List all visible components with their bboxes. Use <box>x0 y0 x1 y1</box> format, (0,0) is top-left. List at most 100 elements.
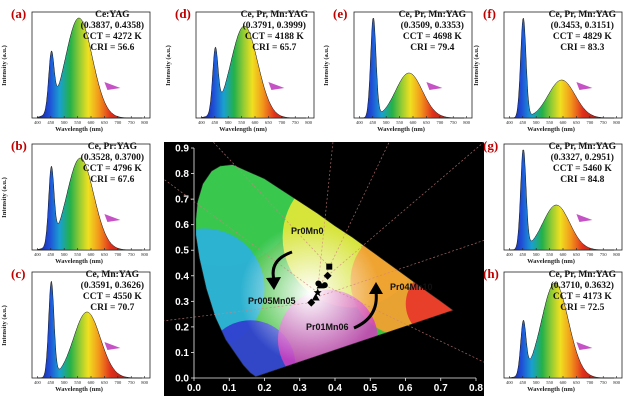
x-tick-label: 750 <box>600 120 608 125</box>
x-tick-label: 450 <box>519 252 527 257</box>
x-tick-label: 0.1 <box>222 383 236 394</box>
x-axis-label: Wavelength (nm) <box>527 258 575 265</box>
y-tick-label: 0.1 <box>175 348 189 359</box>
panel-info: Ce, Pr, Mn:YAG (0.3710, 0.3632) CCT = 4173… <box>549 270 616 314</box>
marker-arrow <box>576 82 593 90</box>
x-tick-label: 800 <box>141 120 149 125</box>
x-tick-label: 0.3 <box>293 383 307 394</box>
spectral-locus <box>195 164 454 378</box>
leader-line <box>324 284 495 368</box>
info-line: Ce, Mn:YAG <box>85 270 140 280</box>
info-line: (0.3837, 0.4358) <box>80 21 144 31</box>
leader-line <box>327 141 485 277</box>
trend-arrow-right <box>353 291 378 330</box>
panel-label: (d) <box>175 6 191 21</box>
marker-arrow <box>104 82 121 90</box>
info-line: CCT = 4829 K <box>552 32 612 42</box>
cie-svg: 0.0 0.1 0.2 0.3 0.4 0.5 0.6 0.7 0.8 0.0 0.1 0.2 0.3 0… <box>153 131 495 394</box>
x-tick-label: 600 <box>560 252 568 257</box>
x-tick-label: 450 <box>519 380 527 385</box>
info-line: CCT = 5460 K <box>552 164 612 174</box>
y-axis-label: Intensity (a.u.) <box>0 305 8 346</box>
info-line: CRI = 79.4 <box>410 43 455 53</box>
x-tick-label: 450 <box>211 120 219 125</box>
info-line: CRI = 72.5 <box>560 303 605 313</box>
x-tick-label: 650 <box>573 120 581 125</box>
x-tick-label: 0.8 <box>469 383 483 394</box>
data-point <box>321 282 328 289</box>
trend-arrowhead-left <box>266 277 281 290</box>
x-tick-label: 700 <box>114 252 122 257</box>
spectrum-svg: 400 450 500 550 600 650 700 750 800 <box>503 143 623 257</box>
cie-color-gamut <box>195 164 454 377</box>
marker-arrow <box>268 82 285 90</box>
x-tick-label: 400 <box>506 120 514 125</box>
y-tick-label: 0.4 <box>175 271 189 282</box>
y-tick-label: 0.7 <box>175 195 189 206</box>
y-tick-label: 0.2 <box>175 322 189 333</box>
x-tick-label: 600 <box>252 120 260 125</box>
x-tick-label: 600 <box>88 120 96 125</box>
x-tick-label: 650 <box>101 252 109 257</box>
x-tick-label: 550 <box>546 380 554 385</box>
panel-info: Ce, Pr, Mn:YAG (0.3453, 0.3151) CCT = 4829… <box>549 10 616 54</box>
x-tick-label: 550 <box>546 252 554 257</box>
info-line: (0.3591, 0.3626) <box>80 281 144 291</box>
info-line: (0.3791, 0.3999) <box>242 21 306 31</box>
info-line: (0.3327, 0.2951) <box>550 153 614 163</box>
trend-arrow-left <box>271 250 293 281</box>
spectrum-curve <box>509 149 614 251</box>
x-tick-label: 450 <box>47 120 55 125</box>
info-line: CRI = 84.8 <box>560 175 605 185</box>
panel-label: (g) <box>483 138 499 153</box>
x-tick-label: 450 <box>47 252 55 257</box>
info-line: (0.3710, 0.3632) <box>550 281 614 291</box>
x-tick-label: 650 <box>265 120 273 125</box>
x-axis-label: Wavelength (nm) <box>55 386 103 393</box>
y-axis-label: Intensity (a.u.) <box>0 45 8 86</box>
spectrum-curve <box>37 157 142 251</box>
spectrum-panel-g: 400 450 500 550 600 650 700 750 800 (g) Ce, Pr, Mn… <box>473 136 628 268</box>
x-tick-label: 500 <box>533 252 541 257</box>
cie-label-pr0mn0: Pr0Mn0 <box>291 226 324 236</box>
marker-arrow <box>104 214 121 222</box>
y-tick-label: 0.9 <box>175 144 189 155</box>
x-tick-label: 550 <box>546 120 554 125</box>
spectrum-panel-c: 400 450 500 550 600 650 700 750 800 (c) Ce, Mn:YAG… <box>0 264 156 396</box>
x-axis-label: Wavelength (nm) <box>377 126 425 133</box>
spectrum-svg: 400 450 500 550 600 650 700 750 800 <box>195 11 315 125</box>
x-axis-label: Wavelength (nm) <box>55 126 103 133</box>
spectrum-svg: 400 450 500 550 600 650 700 750 800 <box>503 11 623 125</box>
leader-line <box>153 171 318 293</box>
x-tick-label: 800 <box>305 120 313 125</box>
spectrum-panel-e: 400 450 500 550 600 650 700 750 800 (e) Ce, Pr, Mn… <box>323 4 478 136</box>
x-tick-label: 0.5 <box>363 383 377 394</box>
x-tick-label: 400 <box>356 120 364 125</box>
spectrum-panel-d: 400 450 500 550 600 650 700 750 800 (d) Ce, Pr, Mn… <box>165 4 320 136</box>
info-line: Ce, Pr, Mn:YAG <box>548 270 616 280</box>
x-tick-label: 650 <box>101 120 109 125</box>
info-line: CRI = 65.7 <box>252 43 297 53</box>
spectrum-curve <box>37 280 142 379</box>
x-tick-label: 450 <box>47 380 55 385</box>
x-tick-label: 0.4 <box>328 383 342 394</box>
x-tick-label: 650 <box>101 380 109 385</box>
panel-label: (c) <box>11 266 26 281</box>
info-line: (0.3509, 0.3353) <box>400 21 464 31</box>
x-tick-label: 700 <box>586 252 594 257</box>
x-tick-label: 600 <box>88 380 96 385</box>
info-line: CCT = 4698 K <box>402 32 462 42</box>
x-tick-label: 400 <box>506 380 514 385</box>
x-tick-label: 450 <box>369 120 377 125</box>
y-tick-label: 0.5 <box>175 246 189 257</box>
x-tick-label: 600 <box>88 252 96 257</box>
x-tick-label: 400 <box>506 252 514 257</box>
info-line: CRI = 67.6 <box>90 175 135 185</box>
data-point <box>307 298 316 307</box>
x-tick-label: 500 <box>533 120 541 125</box>
info-line: CRI = 83.3 <box>560 43 605 53</box>
x-tick-label: 500 <box>383 120 391 125</box>
info-line: Ce:YAG <box>95 10 130 20</box>
x-tick-label: 750 <box>128 380 136 385</box>
x-tick-label: 750 <box>600 380 608 385</box>
